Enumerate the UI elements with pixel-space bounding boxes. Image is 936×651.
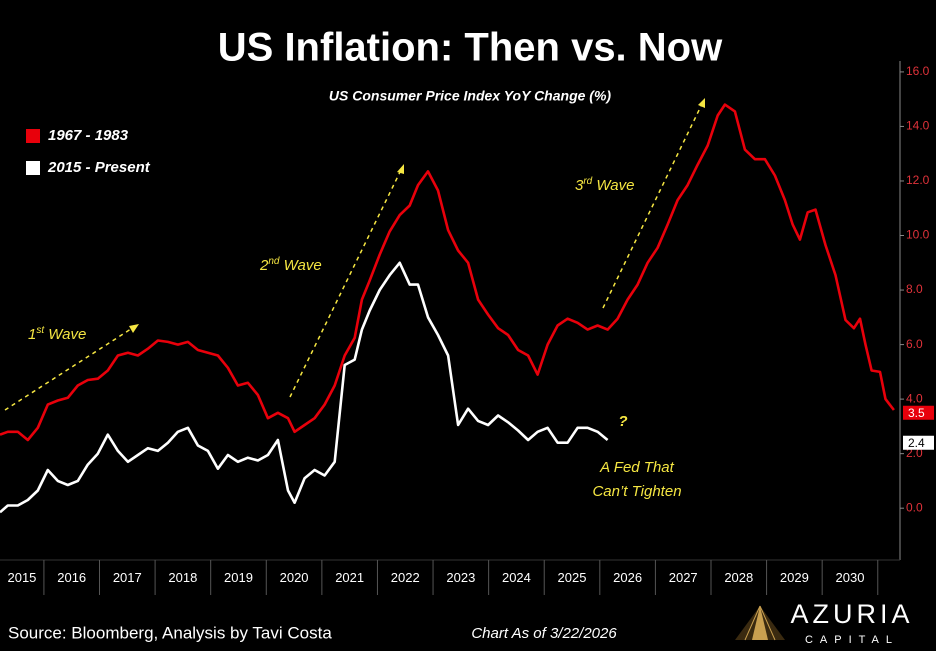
- x-tick-label: 2021: [335, 570, 364, 585]
- x-tick-label: 2019: [224, 570, 253, 585]
- chart-title: US Inflation: Then vs. Now: [218, 26, 723, 70]
- x-tick-label: 2026: [613, 570, 642, 585]
- x-tick-label: 2016: [57, 570, 86, 585]
- note-line: A Fed That: [599, 459, 674, 476]
- wave-number: 2: [259, 257, 269, 274]
- wave-arrows: [4, 103, 703, 411]
- legend-swatch: [26, 161, 40, 175]
- arrow-heads: [129, 98, 705, 333]
- brand-tagline: CAPITAL: [805, 634, 899, 646]
- y-tick-label: 0.0: [906, 500, 923, 514]
- x-tick-label: 2022: [391, 570, 420, 585]
- wave-text: Wave: [592, 177, 634, 194]
- y-tick-label: 12.0: [906, 173, 930, 187]
- y-tick-label: 6.0: [906, 337, 923, 351]
- wave-suffix: st: [36, 325, 45, 336]
- x-tick-label: 2024: [502, 570, 531, 585]
- y-tick-label: 10.0: [906, 228, 930, 242]
- wave-annotation: 1st Wave: [28, 325, 86, 343]
- end-badge: [903, 405, 934, 420]
- wave-number: 1: [28, 326, 36, 343]
- question-mark: ?: [618, 413, 627, 430]
- x-tick-label: 2027: [669, 570, 698, 585]
- x-tick-label: 2020: [280, 570, 309, 585]
- x-tick-label: 2030: [836, 570, 865, 585]
- legend-label: 2015 - Present: [47, 159, 151, 176]
- wave-text: Wave: [279, 257, 321, 274]
- y-tick-label: 4.0: [906, 391, 923, 405]
- legend-label: 1967 - 1983: [48, 127, 129, 144]
- x-tick-label: 2028: [724, 570, 753, 585]
- wave-annotation: 3rd Wave: [575, 176, 635, 194]
- note-line: Can’t Tighten: [592, 483, 681, 500]
- wave-number: 3: [575, 177, 584, 194]
- source: Source: Bloomberg, Analysis by Tavi Cost…: [8, 623, 332, 642]
- series-line: [0, 103, 895, 442]
- y-tick-label: 14.0: [906, 119, 930, 133]
- y-tick-label: 8.0: [906, 282, 923, 296]
- wave-suffix: rd: [583, 176, 592, 187]
- wave-annotation: 2nd Wave: [259, 256, 322, 274]
- brand-name: AZURIA: [790, 599, 913, 629]
- x-tick-label: 2029: [780, 570, 809, 585]
- wave-text: Wave: [44, 326, 86, 343]
- end-badge: [903, 435, 934, 450]
- legend-swatch: [26, 129, 40, 143]
- x-tick-label: 2025: [558, 570, 587, 585]
- brand-icon: [735, 605, 785, 641]
- end-label: 2.4: [908, 436, 925, 450]
- chart-subtitle: US Consumer Price Index YoY Change (%): [329, 88, 611, 104]
- wave-suffix: nd: [268, 256, 280, 267]
- x-tick-label: 2018: [168, 570, 197, 585]
- y-tick-label: 16.0: [906, 64, 930, 78]
- x-tick-label: 2015: [7, 570, 36, 585]
- as-of: Chart As of 3/22/2026: [471, 625, 617, 642]
- series-line: [0, 261, 609, 514]
- end-label: 3.5: [908, 406, 925, 420]
- x-tick-label: 2017: [113, 570, 142, 585]
- x-tick-label: 2023: [446, 570, 475, 585]
